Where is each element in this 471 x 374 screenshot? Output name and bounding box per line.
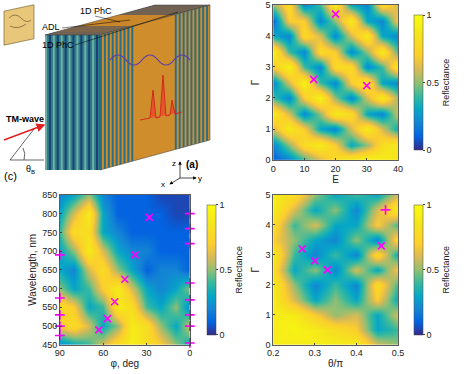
svg-text:(a): (a) — [186, 159, 198, 170]
svg-text:θ/π: θ/π — [328, 358, 343, 369]
svg-text:1: 1 — [220, 200, 225, 210]
svg-text:4: 4 — [266, 220, 271, 230]
svg-text:0: 0 — [271, 164, 276, 174]
svg-text:Reflectance: Reflectance — [441, 246, 451, 294]
svg-text:0.3: 0.3 — [309, 348, 322, 358]
svg-text:0.2: 0.2 — [267, 348, 280, 358]
svg-text:θB: θB — [26, 164, 35, 175]
svg-text:0.5: 0.5 — [427, 78, 440, 88]
svg-text:1: 1 — [427, 200, 432, 210]
svg-text:Reflectance: Reflectance — [234, 246, 244, 294]
svg-text:30: 30 — [362, 164, 372, 174]
svg-text:750: 750 — [42, 227, 57, 237]
svg-text:0: 0 — [187, 348, 192, 358]
svg-text:E: E — [332, 174, 339, 185]
svg-text:ADL: ADL — [42, 22, 60, 32]
svg-text:1: 1 — [427, 10, 432, 20]
svg-text:φ, deg: φ, deg — [110, 358, 139, 369]
svg-text:(c): (c) — [4, 170, 17, 182]
svg-text:450: 450 — [42, 340, 57, 350]
svg-text:0.5: 0.5 — [427, 265, 440, 275]
svg-text:0: 0 — [220, 330, 225, 340]
svg-text:10: 10 — [299, 164, 309, 174]
svg-text:600: 600 — [42, 284, 57, 294]
svg-text:0: 0 — [427, 330, 432, 340]
svg-text:850: 850 — [42, 190, 57, 200]
svg-text:TM-wave: TM-wave — [6, 114, 44, 124]
svg-text:0.4: 0.4 — [350, 348, 363, 358]
svg-text:550: 550 — [42, 302, 57, 312]
svg-text:2: 2 — [266, 93, 271, 103]
svg-text:800: 800 — [42, 209, 57, 219]
svg-text:0.5: 0.5 — [392, 348, 405, 358]
svg-text:20: 20 — [331, 164, 341, 174]
svg-text:5: 5 — [266, 0, 271, 10]
svg-text:z: z — [172, 159, 176, 168]
svg-text:x: x — [161, 180, 165, 189]
svg-text:Γ: Γ — [250, 267, 261, 273]
svg-text:30: 30 — [141, 348, 151, 358]
svg-text:Γ: Γ — [250, 79, 261, 85]
svg-text:0: 0 — [427, 145, 432, 155]
svg-text:1D PhC: 1D PhC — [42, 40, 74, 50]
svg-text:90: 90 — [55, 348, 65, 358]
svg-text:3: 3 — [266, 62, 271, 72]
svg-text:0.5: 0.5 — [220, 265, 233, 275]
svg-text:500: 500 — [42, 321, 57, 331]
svg-text:700: 700 — [42, 246, 57, 256]
svg-text:650: 650 — [42, 265, 57, 275]
svg-text:Wavelength, nm: Wavelength, nm — [27, 234, 38, 306]
svg-text:1: 1 — [266, 310, 271, 320]
svg-text:0: 0 — [266, 340, 271, 350]
svg-text:5: 5 — [266, 190, 271, 200]
svg-text:2: 2 — [266, 280, 271, 290]
svg-text:3: 3 — [266, 250, 271, 260]
svg-text:y: y — [198, 174, 202, 183]
svg-text:1D PhC: 1D PhC — [80, 6, 112, 16]
svg-text:60: 60 — [98, 348, 108, 358]
svg-text:1: 1 — [266, 124, 271, 134]
svg-text:0: 0 — [266, 155, 271, 165]
svg-text:Reflectance: Reflectance — [441, 59, 451, 107]
svg-text:40: 40 — [393, 164, 403, 174]
svg-text:4: 4 — [266, 31, 271, 41]
